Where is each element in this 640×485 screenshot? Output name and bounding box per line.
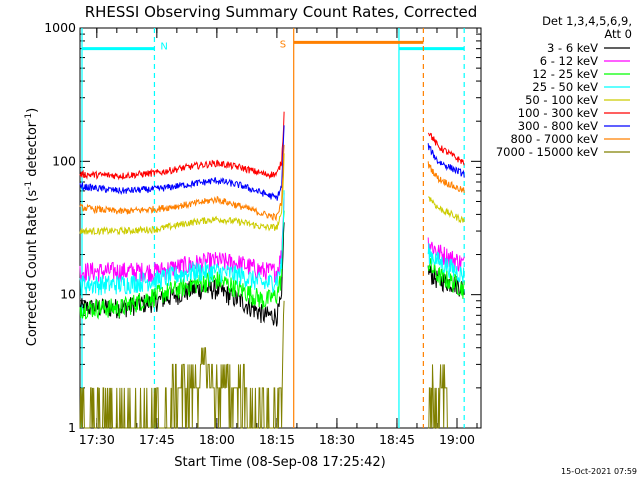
plot-frame bbox=[79, 27, 482, 429]
x-tick-label: 18:30 bbox=[319, 432, 355, 447]
y-tick-label: 1000 bbox=[44, 20, 76, 35]
series-line-post bbox=[428, 364, 448, 429]
series-line-pre bbox=[79, 190, 285, 296]
series-line-pre bbox=[79, 300, 285, 429]
y-tick-label: 100 bbox=[52, 153, 76, 168]
y-tick-label: 10 bbox=[60, 287, 76, 302]
legend-header-line-1: Det 1,3,4,5,6,9, bbox=[542, 14, 632, 28]
legend-entry-label: 100 - 300 keV bbox=[518, 106, 598, 120]
series-line-post bbox=[427, 243, 465, 283]
legend-entry-label: 12 - 25 keV bbox=[532, 67, 598, 81]
x-tick-label: 17:45 bbox=[139, 432, 175, 447]
x-axis-label: Start Time (08-Sep-08 17:25:42) bbox=[174, 455, 385, 470]
x-tick-label: 19:00 bbox=[439, 432, 475, 447]
x-tick-label: 18:15 bbox=[259, 432, 295, 447]
saa-label: S bbox=[280, 39, 286, 50]
night-label: N bbox=[160, 42, 167, 53]
series-line-post bbox=[427, 161, 465, 194]
legend-entry-label: 7000 - 15000 keV bbox=[496, 145, 598, 159]
legend-entry-label: 800 - 7000 keV bbox=[510, 132, 598, 146]
y-axis-label: Corrected Count Rate (s-1 detector-1) bbox=[24, 108, 40, 346]
series-line-pre bbox=[79, 125, 285, 201]
chart-title: RHESSI Observing Summary Count Rates, Co… bbox=[85, 3, 478, 21]
legend-entry-label: 6 - 12 keV bbox=[540, 54, 598, 68]
series-line-post bbox=[427, 143, 465, 178]
x-tick-label: 17:30 bbox=[79, 432, 115, 447]
legend-header-line-2: Att 0 bbox=[604, 27, 632, 41]
x-tick-label: 18:00 bbox=[199, 432, 235, 447]
series-line-post bbox=[427, 132, 465, 166]
series-line-post bbox=[427, 258, 465, 299]
series-line-pre bbox=[79, 210, 285, 320]
legend-entry-label: 50 - 100 keV bbox=[525, 93, 598, 107]
series-line-post bbox=[427, 196, 465, 224]
legend-entry-label: 300 - 800 keV bbox=[518, 119, 598, 133]
y-tick-label: 1 bbox=[68, 420, 76, 435]
x-tick-label: 18:45 bbox=[379, 432, 415, 447]
series-line-pre bbox=[79, 192, 285, 284]
legend-entry-label: 25 - 50 keV bbox=[532, 80, 598, 94]
series-line-pre bbox=[79, 153, 285, 236]
legend-entry-label: 3 - 6 keV bbox=[547, 41, 598, 55]
plot-layer: 1 10 100 1000 17:30 17:45 18:00 18:15 18:30 18:45… bbox=[44, 20, 630, 447]
series-line-pre bbox=[79, 144, 285, 222]
footer-timestamp: 15-Oct-2021 07:59 bbox=[561, 467, 637, 476]
series-line-pre bbox=[79, 111, 285, 181]
